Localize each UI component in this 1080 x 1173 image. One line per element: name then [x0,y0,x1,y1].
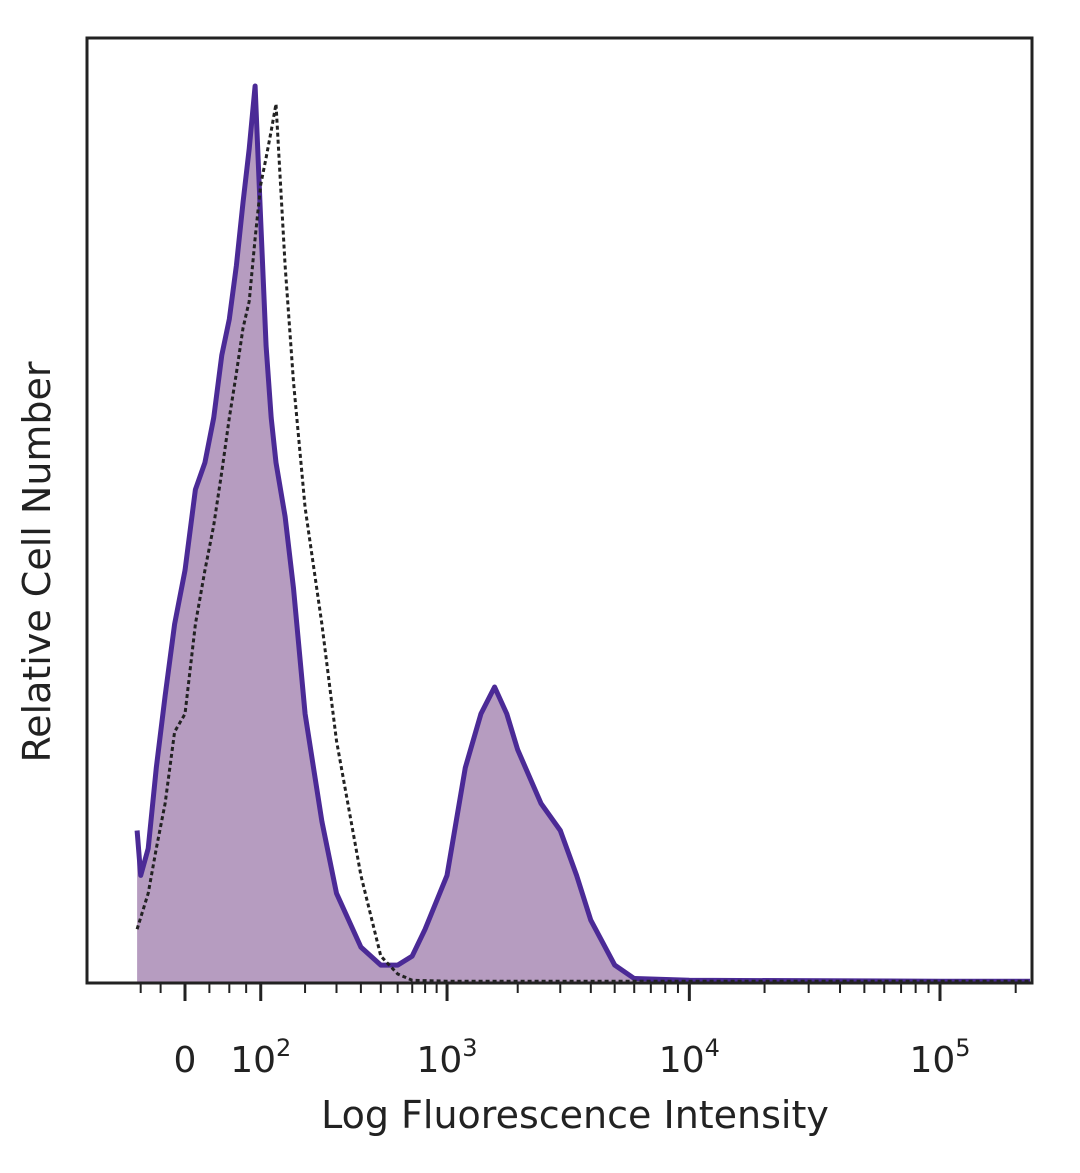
x-tick-label: 105 [909,1034,970,1081]
x-tick-label: 102 [230,1034,291,1081]
y-axis-title: Relative Cell Number [15,361,59,762]
stained-histogram-fill [137,86,1031,983]
x-axis-title: Log Fluorescence Intensity [321,1093,829,1137]
x-tick-label: 0 [174,1040,197,1081]
stained-histogram-line [134,83,1030,984]
series-layer [134,83,1031,984]
x-axis-ticks: 0 102 103 104 105 [139,983,1017,1081]
control-histogram-line [135,102,1030,983]
x-tick-label: 104 [659,1034,720,1081]
x-tick-label: 103 [416,1034,477,1081]
